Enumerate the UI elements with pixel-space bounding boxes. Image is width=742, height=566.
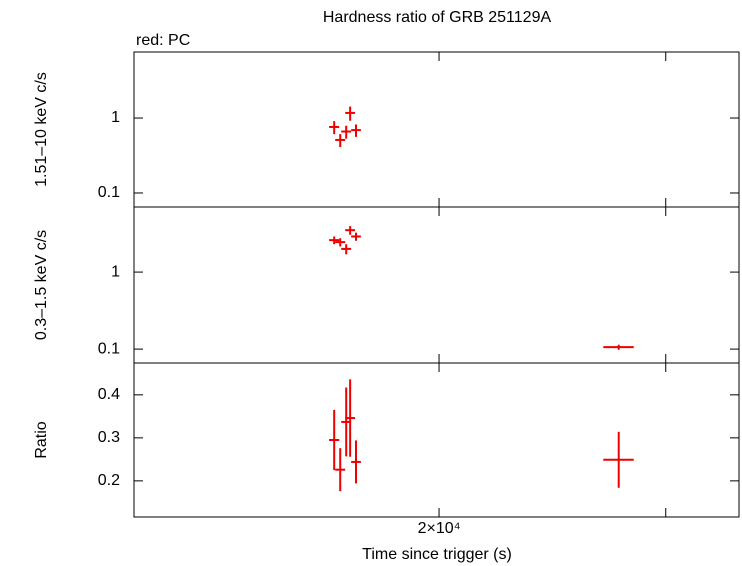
plot-frame bbox=[133, 51, 740, 208]
plot-frame bbox=[133, 362, 740, 518]
plot-frame bbox=[133, 206, 740, 364]
y-tick-label: 0.1 bbox=[98, 184, 120, 201]
y-tick-label: 0.4 bbox=[98, 386, 120, 403]
y-tick-label: 0.1 bbox=[98, 340, 120, 357]
y-tick-label: 0.2 bbox=[98, 472, 120, 489]
chart-title: Hardness ratio of GRB 251129A bbox=[323, 9, 552, 26]
y-axis-label: Ratio bbox=[33, 421, 50, 458]
legend-text: red: PC bbox=[136, 32, 190, 49]
x-axis-label: Time since trigger (s) bbox=[362, 546, 512, 563]
y-axis-label: 0.3–1.5 keV c/s bbox=[33, 230, 50, 340]
y-tick-label: 0.3 bbox=[98, 429, 120, 446]
y-tick-label: 1 bbox=[111, 109, 120, 126]
y-axis-label: 1.51–10 keV c/s bbox=[33, 72, 50, 187]
x-tick-label: 2×10⁴ bbox=[418, 520, 461, 537]
y-tick-label: 1 bbox=[111, 263, 120, 280]
